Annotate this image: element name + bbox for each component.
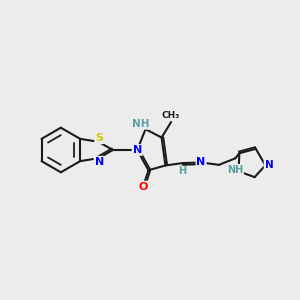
Text: NH: NH (227, 165, 243, 175)
Text: NH: NH (132, 119, 150, 129)
Text: N: N (133, 145, 142, 155)
Text: CH₃: CH₃ (162, 111, 180, 120)
Text: N: N (196, 158, 206, 167)
Text: N: N (265, 160, 273, 170)
Text: H: H (178, 167, 186, 176)
Text: N: N (94, 157, 104, 167)
Text: O: O (139, 182, 148, 192)
Text: S: S (95, 133, 103, 143)
